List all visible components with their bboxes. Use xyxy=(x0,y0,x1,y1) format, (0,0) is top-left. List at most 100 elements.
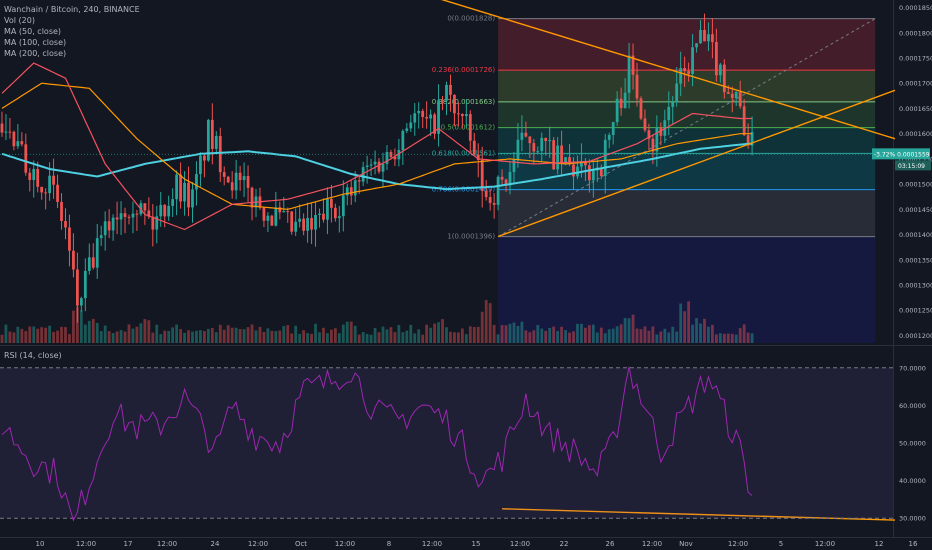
volume-bar xyxy=(548,327,552,343)
time-tick-label: 22 xyxy=(560,540,569,548)
fib-zone xyxy=(498,18,876,71)
volume-bar xyxy=(203,331,206,343)
candle-body xyxy=(12,131,16,147)
candle-body xyxy=(159,204,163,217)
candle-body xyxy=(135,213,139,215)
candle-body xyxy=(508,172,512,186)
candle-body xyxy=(179,174,182,202)
descending-resistance-trendline xyxy=(440,0,896,140)
indicator-ma200: MA (200, close) xyxy=(4,49,67,58)
time-tick-label: 12:00 xyxy=(510,540,530,548)
candle-body xyxy=(36,168,40,187)
volume-bar xyxy=(187,330,190,343)
candle-body xyxy=(726,92,730,94)
candle-body xyxy=(722,64,726,93)
volume-bar xyxy=(4,324,8,343)
candle-body xyxy=(429,114,433,119)
candle-body xyxy=(377,161,381,172)
candle-body xyxy=(453,94,456,114)
volume-bar xyxy=(468,326,472,343)
volume-bar xyxy=(679,303,683,343)
volume-bar xyxy=(365,333,369,343)
candle-body xyxy=(564,157,567,164)
candle-body xyxy=(425,116,429,119)
candle-body xyxy=(619,98,623,109)
volume-bar xyxy=(536,324,540,343)
candle-body xyxy=(222,172,226,177)
candle-body xyxy=(445,84,448,101)
volume-bar xyxy=(373,327,377,343)
price-tick-label: 0.0001250 xyxy=(899,307,932,315)
rsi-tick-label: 50.0000 xyxy=(899,440,926,448)
volume-bar xyxy=(79,310,83,343)
volume-bar xyxy=(457,332,460,343)
candle-body xyxy=(48,175,52,194)
volume-bar xyxy=(691,324,694,343)
candle-body xyxy=(651,138,655,152)
volume-bar xyxy=(353,325,357,343)
candle-body xyxy=(286,211,290,213)
candle-body xyxy=(111,217,115,231)
volume-bar xyxy=(437,322,440,343)
price-tick-label: 0.0001800 xyxy=(899,29,932,37)
fib-level-label: 0.618(0.0001561) xyxy=(432,149,496,157)
price-tick-label: 0.0001600 xyxy=(899,130,932,138)
candle-body xyxy=(203,155,206,161)
price-tick-label: 0.0001850 xyxy=(899,4,932,12)
candle-body xyxy=(238,172,242,181)
candle-body xyxy=(199,155,202,175)
volume-bar xyxy=(730,333,734,343)
ma100-line xyxy=(1,82,753,210)
indicator-ma100: MA (100, close) xyxy=(4,38,67,47)
candle-body xyxy=(91,257,95,268)
volume-bar xyxy=(524,330,528,343)
volume-bar xyxy=(16,326,20,343)
candle-body xyxy=(195,174,198,190)
time-tick-label: Nov xyxy=(679,540,693,548)
volume-bar xyxy=(540,328,544,343)
volume-bar xyxy=(135,326,139,343)
volume-bar xyxy=(337,333,341,343)
volume-bar xyxy=(83,324,87,343)
candle-body xyxy=(401,130,405,151)
volume-bar xyxy=(12,332,16,343)
volume-bar xyxy=(103,325,107,343)
candle-body xyxy=(187,182,190,208)
volume-bar xyxy=(560,326,563,343)
candle-body xyxy=(488,197,492,204)
candle-body xyxy=(611,122,615,135)
volume-bar xyxy=(155,324,159,343)
volume-bar xyxy=(214,332,218,343)
volume-bar xyxy=(107,331,111,343)
candle-body xyxy=(643,118,647,131)
volume-bar xyxy=(417,329,421,343)
price-tick-label: 0.0001350 xyxy=(899,256,932,264)
candle-body xyxy=(163,204,167,217)
volume-bar xyxy=(675,331,679,343)
candle-body xyxy=(52,175,55,185)
candle-body xyxy=(365,165,369,168)
volume-bar xyxy=(87,320,91,343)
volume-bar xyxy=(504,325,508,343)
volume-bar xyxy=(341,324,345,343)
volume-bar xyxy=(68,334,71,343)
candle-body xyxy=(369,164,373,166)
volume-bar xyxy=(91,318,95,343)
fib-level-label: 0.786(0.0001489) xyxy=(432,186,496,194)
candle-body xyxy=(449,84,452,95)
volume-bar xyxy=(663,328,667,343)
candle-body xyxy=(175,174,179,200)
candle-body xyxy=(353,180,357,196)
candle-body xyxy=(40,186,44,193)
volume-bar xyxy=(405,330,409,343)
volume-bar xyxy=(528,332,532,343)
candle-body xyxy=(234,172,238,191)
candle-body xyxy=(703,29,706,42)
candle-body xyxy=(516,139,520,160)
volume-bar xyxy=(544,330,548,343)
volume-bar xyxy=(651,326,655,343)
candle-body xyxy=(282,211,286,213)
volume-bar xyxy=(60,326,63,343)
candle-body xyxy=(691,47,694,74)
